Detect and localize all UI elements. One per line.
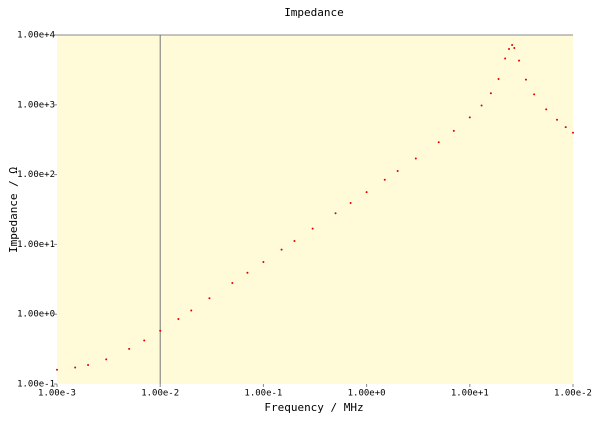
data-point [504,57,507,60]
data-point [280,248,283,251]
data-point [572,131,574,134]
y-tick-label: 1.00e+1 [17,240,55,250]
data-point [87,364,90,367]
y-tick-label: 1.00e+0 [17,310,55,320]
data-point [533,93,536,96]
data-point [293,239,296,242]
data-point [74,366,77,369]
data-point [396,169,399,172]
x-tick-label: 1.00e-1 [244,389,282,399]
data-point [437,141,440,144]
data-point [365,191,368,194]
data-point [468,116,471,119]
chart-title: Impedance [284,6,344,19]
data-point [334,212,337,215]
y-tick-label: 1.00e+3 [17,100,55,110]
data-point [414,157,417,160]
data-point [128,347,131,350]
x-tick-label: 1.00e-3 [38,389,76,399]
data-point [190,309,193,312]
data-point [231,281,234,284]
x-axis-label: Frequency / MHz [264,401,363,414]
x-tick-label: 1.00e+1 [451,389,489,399]
data-point [513,47,516,50]
data-point [511,43,514,46]
y-tick-label: 1.00e+2 [17,170,55,180]
data-point [489,92,492,95]
y-axis-label: Impedance / Ω [7,167,20,253]
data-point [246,271,249,274]
data-point [105,358,108,361]
x-tick-label: 1.00e-2 [554,389,592,399]
data-point [349,201,352,204]
data-point [159,329,162,332]
y-tick-label: 1.00e+4 [17,31,55,41]
x-tick-label: 1.00e-2 [141,389,179,399]
data-point [208,297,211,300]
data-point [262,260,265,263]
data-point [545,108,548,111]
data-point [564,126,567,129]
data-point [508,48,511,51]
data-point [524,78,527,81]
data-point [556,118,559,121]
data-point [143,339,146,342]
data-point [311,227,314,230]
data-point [177,318,180,321]
data-point [497,77,500,80]
plot-area [57,35,573,384]
data-point [56,368,58,371]
data-point [452,129,455,132]
data-point [383,178,386,181]
data-point [480,104,483,107]
x-tick-label: 1.00e+0 [348,389,386,399]
data-point [518,59,521,62]
y-tick-label: 1.00e-1 [17,380,55,390]
